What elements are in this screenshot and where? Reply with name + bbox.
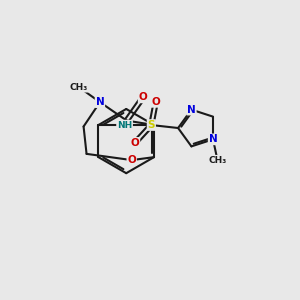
Text: O: O: [128, 155, 136, 165]
Text: O: O: [130, 138, 140, 148]
Text: N: N: [209, 134, 218, 144]
Text: CH₃: CH₃: [70, 83, 88, 92]
Text: N: N: [187, 105, 196, 115]
Text: O: O: [139, 92, 147, 102]
Text: N: N: [96, 97, 104, 107]
Text: NH: NH: [117, 121, 132, 130]
Text: CH₃: CH₃: [208, 156, 226, 165]
Text: O: O: [152, 97, 160, 107]
Text: S: S: [148, 120, 155, 130]
